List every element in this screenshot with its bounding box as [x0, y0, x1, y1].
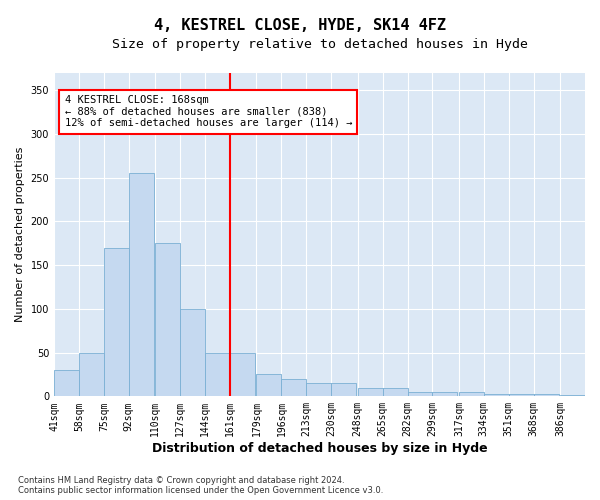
Bar — [180, 309, 205, 396]
Bar — [484, 394, 509, 396]
Bar — [79, 352, 104, 397]
Bar — [129, 173, 154, 396]
Bar — [205, 352, 230, 397]
Bar — [358, 388, 383, 396]
Bar — [533, 394, 559, 396]
Bar — [54, 370, 79, 396]
Bar — [433, 392, 457, 396]
Bar — [509, 394, 533, 396]
Text: 4, KESTREL CLOSE, HYDE, SK14 4FZ: 4, KESTREL CLOSE, HYDE, SK14 4FZ — [154, 18, 446, 32]
X-axis label: Distribution of detached houses by size in Hyde: Distribution of detached houses by size … — [152, 442, 487, 455]
Bar — [383, 388, 407, 396]
Bar — [230, 352, 255, 397]
Bar — [256, 374, 281, 396]
Text: 4 KESTREL CLOSE: 168sqm
← 88% of detached houses are smaller (838)
12% of semi-d: 4 KESTREL CLOSE: 168sqm ← 88% of detache… — [65, 95, 352, 128]
Text: Contains HM Land Registry data © Crown copyright and database right 2024.
Contai: Contains HM Land Registry data © Crown c… — [18, 476, 383, 495]
Bar — [155, 243, 180, 396]
Bar — [104, 248, 129, 396]
Bar — [407, 392, 433, 396]
Bar — [281, 379, 307, 396]
Bar — [560, 394, 585, 396]
Bar — [459, 392, 484, 396]
Y-axis label: Number of detached properties: Number of detached properties — [15, 146, 25, 322]
Bar — [307, 383, 331, 396]
Bar — [331, 383, 356, 396]
Title: Size of property relative to detached houses in Hyde: Size of property relative to detached ho… — [112, 38, 527, 51]
